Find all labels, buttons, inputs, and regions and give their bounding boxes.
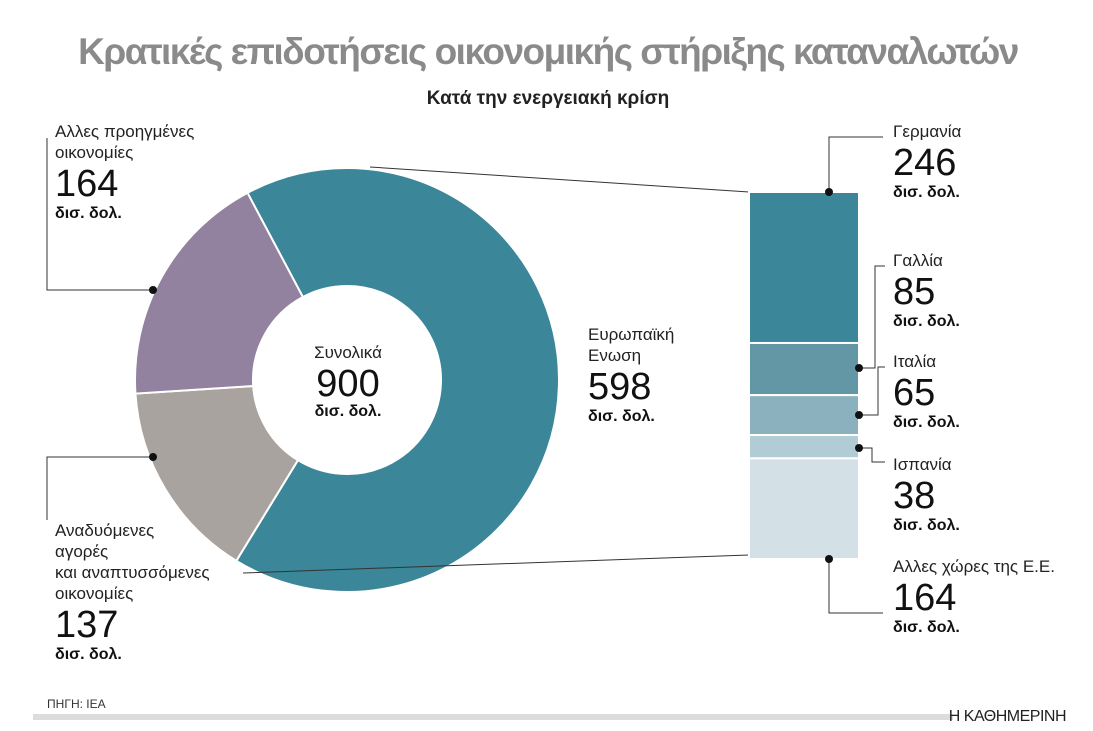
bar-label-1-value: 85 bbox=[893, 271, 935, 313]
advanced-label-name: Αλλες προηγμένες bbox=[55, 122, 194, 141]
bar-segment-0 bbox=[748, 191, 860, 344]
donut-slice-0 bbox=[234, 167, 560, 593]
seg-4-marker bbox=[825, 555, 833, 563]
advanced-label-value: 164 bbox=[55, 163, 118, 205]
eu-label-name: Ευρωπαϊκή bbox=[588, 325, 674, 344]
donut-slice-1 bbox=[134, 384, 300, 563]
emerging-label-name: αγορές bbox=[55, 542, 108, 561]
eu-label-name: Ενωση bbox=[588, 346, 641, 365]
eu-label-unit: δισ. δολ. bbox=[588, 408, 655, 425]
stacked-bar bbox=[748, 191, 860, 560]
seg-1-leader bbox=[859, 265, 885, 369]
seg-3-marker bbox=[855, 444, 863, 452]
emerging-label-value: 137 bbox=[55, 604, 118, 646]
bar-label-2-name: Ιταλία bbox=[893, 352, 936, 371]
source-note: ΠΗΓΗ: IEA bbox=[47, 697, 106, 711]
seg-4-leader bbox=[828, 559, 883, 614]
bar-label-4-name: Αλλες χώρες της Ε.Ε. bbox=[893, 557, 1055, 576]
emerging-label-name: Αναδυόμενες bbox=[55, 521, 154, 540]
advanced-label-unit: δισ. δολ. bbox=[55, 205, 122, 222]
bar-label-3-value: 38 bbox=[893, 475, 935, 517]
emerging-label-unit: δισ. δολ. bbox=[55, 646, 122, 663]
connector-bottom bbox=[242, 554, 750, 574]
seg-3-leader bbox=[859, 447, 885, 463]
advanced-leader bbox=[46, 138, 153, 291]
advanced-marker bbox=[149, 286, 157, 294]
bar-segment-3 bbox=[748, 434, 860, 460]
donut-slice-2 bbox=[134, 191, 305, 395]
bar-label-4-unit: δισ. δολ. bbox=[893, 619, 960, 636]
seg-2-marker bbox=[855, 411, 863, 419]
center-unit: δισ. δολ. bbox=[315, 403, 382, 420]
chart-subtitle: Κατά την ενεργειακή κρίση bbox=[427, 88, 669, 109]
seg-1-marker bbox=[855, 364, 863, 372]
brand-logo: Η ΚΑΘΗΜΕΡΙΝΗ bbox=[949, 708, 1066, 725]
bar-label-0-name: Γερμανία bbox=[893, 122, 962, 141]
seg-0-leader bbox=[828, 136, 883, 192]
bar-segment-4 bbox=[748, 457, 860, 560]
bar-label-2-unit: δισ. δολ. bbox=[893, 414, 960, 431]
center-value: 900 bbox=[316, 363, 379, 405]
footer-bar bbox=[33, 714, 953, 720]
bar-label-3-name: Ισπανία bbox=[893, 455, 952, 474]
donut bbox=[134, 167, 560, 593]
bar-segment-1 bbox=[748, 341, 860, 397]
connector-top bbox=[369, 166, 750, 193]
emerging-label-name: οικονομίες bbox=[55, 584, 133, 603]
seg-0-marker bbox=[825, 188, 833, 196]
emerging-label-name: και αναπτυσσόμενες bbox=[55, 563, 210, 582]
emerging-marker bbox=[149, 453, 157, 461]
connectors bbox=[242, 166, 750, 574]
bar-label-1-name: Γαλλία bbox=[893, 251, 943, 270]
emerging-leader bbox=[46, 456, 153, 520]
center-label: Συνολικά bbox=[314, 343, 382, 362]
eu-label-value: 598 bbox=[588, 366, 651, 408]
bar-label-3-unit: δισ. δολ. bbox=[893, 517, 960, 534]
bar-label-1-unit: δισ. δολ. bbox=[893, 313, 960, 330]
seg-2-leader bbox=[859, 366, 885, 416]
bar-label-0-value: 246 bbox=[893, 142, 956, 184]
bar-segment-2 bbox=[748, 394, 860, 437]
bar-label-0-unit: δισ. δολ. bbox=[893, 184, 960, 201]
bar-label-2-value: 65 bbox=[893, 372, 935, 414]
chart-title: Κρατικές επιδοτήσεις οικονομικής στήριξη… bbox=[78, 31, 1018, 72]
advanced-label-name: οικονομίες bbox=[55, 143, 133, 162]
bar-label-4-value: 164 bbox=[893, 577, 956, 619]
